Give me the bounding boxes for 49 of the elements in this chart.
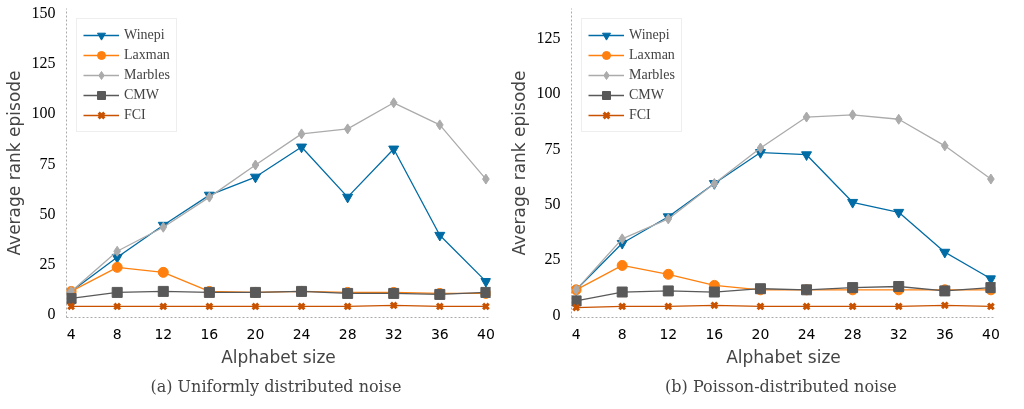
legend-label: CMW xyxy=(124,87,159,103)
x-tick-label: 12 xyxy=(154,325,173,342)
y-axis-title: Average rank episode xyxy=(3,70,24,256)
legend-label: Winepi xyxy=(629,27,670,43)
x-tick-label: 32 xyxy=(384,325,403,342)
y-tick-label: 125 xyxy=(536,28,561,46)
x-tick-label: 20 xyxy=(751,325,770,342)
x-tick-label: 36 xyxy=(935,325,954,342)
legend-label: Laxman xyxy=(629,47,675,63)
legend-label: FCI xyxy=(629,107,651,123)
y-tick-label: 0 xyxy=(552,305,561,323)
x-axis-title: Alphabet size xyxy=(221,346,336,367)
legend-label: CMW xyxy=(629,87,664,103)
x-tick-label: 16 xyxy=(200,325,219,342)
y-tick-label: 125 xyxy=(31,54,56,72)
y-tick-label: 100 xyxy=(536,84,561,102)
y-tick-label: 50 xyxy=(39,204,56,222)
text: (b) Poisson-distributed noise xyxy=(665,376,897,396)
y-axis-title: Average rank episode xyxy=(508,70,529,256)
x-tick-label: 28 xyxy=(338,325,357,342)
x-tick-label: 28 xyxy=(843,325,862,342)
x-tick-label: 20 xyxy=(246,325,265,342)
y-tick-label: 75 xyxy=(544,139,561,157)
y-tick-label: 25 xyxy=(544,250,561,268)
legend-label: Marbles xyxy=(124,67,170,83)
legend-label: Laxman xyxy=(124,47,170,63)
x-tick-label: 4 xyxy=(66,325,76,342)
x-tick-label: 8 xyxy=(617,325,627,342)
x-axis-title: Alphabet size xyxy=(726,346,841,367)
x-tick-label: 40 xyxy=(981,325,1000,342)
legend-label: Marbles xyxy=(629,67,675,83)
y-tick-label: 50 xyxy=(544,194,561,212)
text: (a) Uniformly distributed noise xyxy=(150,376,402,396)
legend-label: Winepi xyxy=(124,27,165,43)
x-tick-label: 8 xyxy=(112,325,122,342)
x-tick-label: 24 xyxy=(292,325,311,342)
y-tick-label: 150 xyxy=(31,4,56,22)
x-tick-label: 36 xyxy=(430,325,449,342)
x-tick-label: 4 xyxy=(571,325,581,342)
y-tick-label: 75 xyxy=(39,154,56,172)
y-tick-label: 0 xyxy=(47,304,56,322)
y-tick-label: 100 xyxy=(31,104,56,122)
legend-label: FCI xyxy=(124,107,146,123)
y-tick-label: 25 xyxy=(39,254,56,272)
x-tick-label: 12 xyxy=(659,325,678,342)
x-tick-label: 16 xyxy=(705,325,724,342)
x-tick-label: 32 xyxy=(889,325,908,342)
x-tick-label: 40 xyxy=(476,325,495,342)
x-tick-label: 24 xyxy=(797,325,816,342)
